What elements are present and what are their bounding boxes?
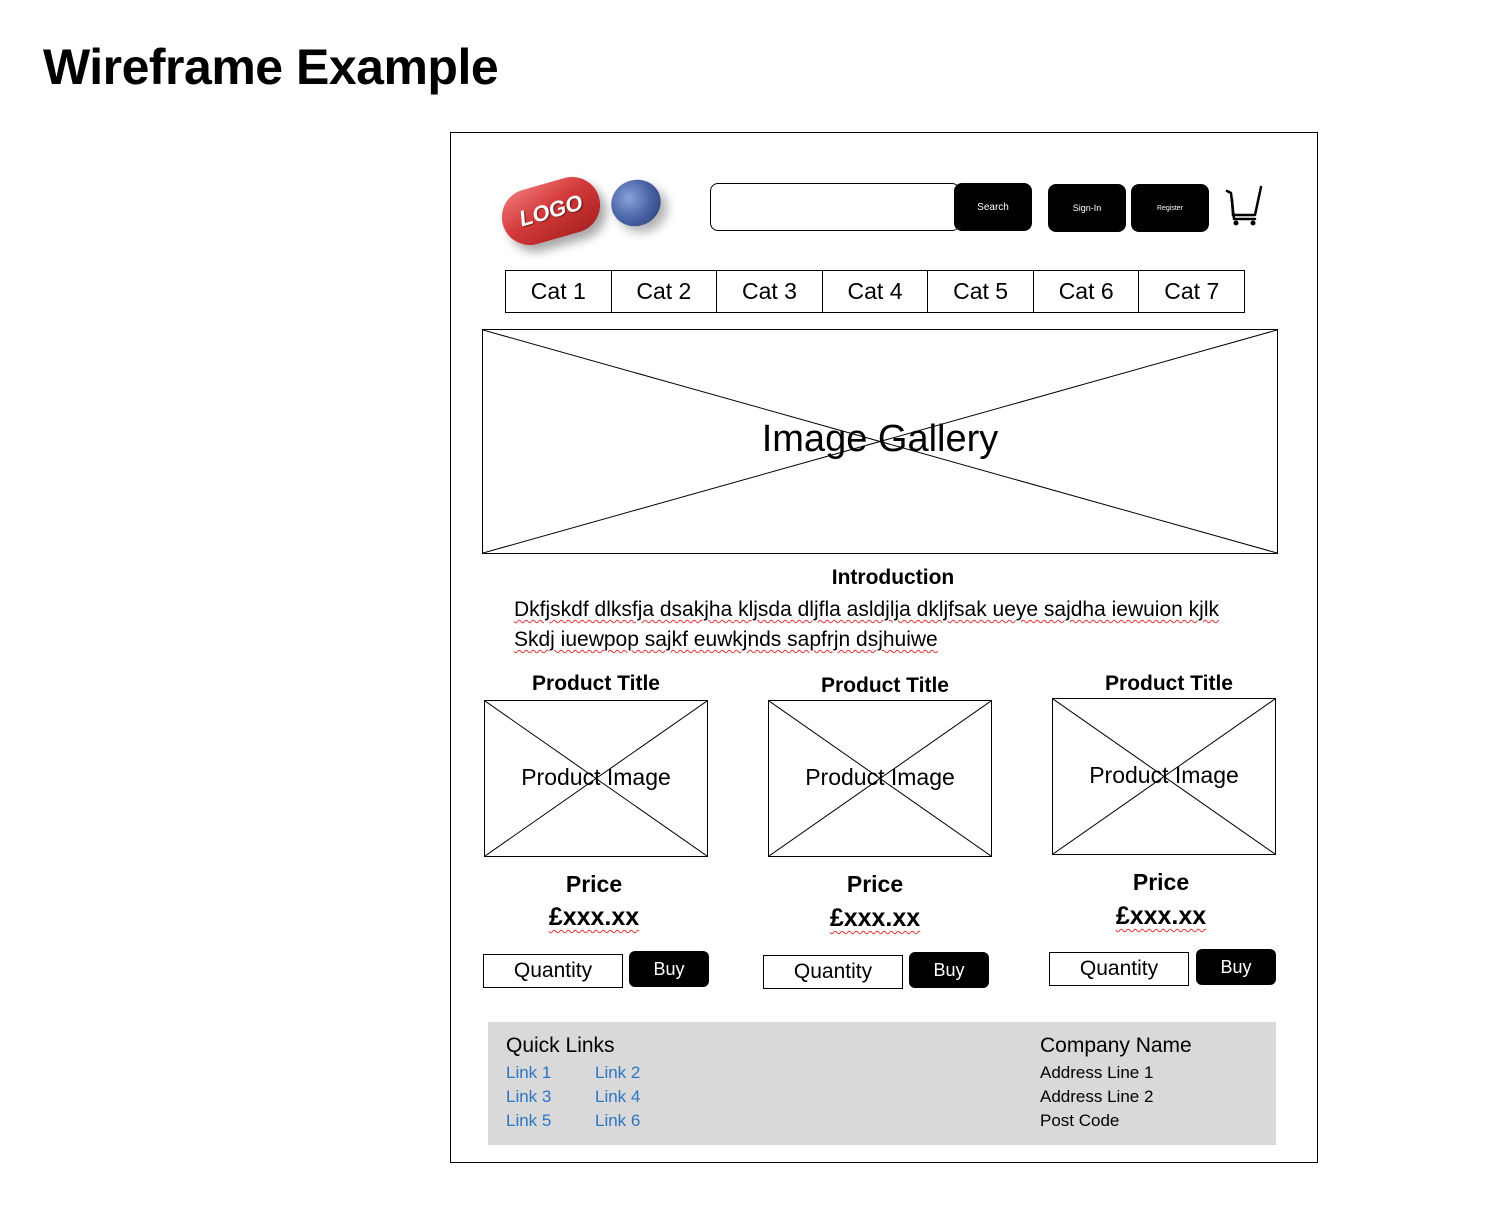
footer: Quick Links Link 1 Link 2 Link 3 Link 4 …: [488, 1022, 1276, 1145]
quantity-input[interactable]: Quantity: [483, 954, 623, 988]
nav-cat-1[interactable]: Cat 1: [506, 271, 612, 312]
product-image[interactable]: Product Image: [768, 700, 992, 857]
price-value: £xxx.xx: [1115, 902, 1207, 930]
nav-cat-3[interactable]: Cat 3: [717, 271, 823, 312]
nav-cat-5[interactable]: Cat 5: [928, 271, 1034, 312]
nav-cat-4[interactable]: Cat 4: [823, 271, 929, 312]
product-image[interactable]: Product Image: [484, 700, 708, 857]
product-image-label: Product Image: [805, 764, 955, 790]
cart-icon[interactable]: [1225, 185, 1265, 227]
company-name: Company Name: [1040, 1034, 1192, 1057]
address-line-1: Address Line 1: [1040, 1063, 1154, 1082]
footer-link-4[interactable]: Link 4: [595, 1087, 641, 1106]
sign-in-button[interactable]: Sign-In: [1048, 184, 1126, 232]
product-title: Product Title: [1105, 672, 1233, 695]
register-button[interactable]: Register: [1131, 184, 1209, 232]
post-code: Post Code: [1040, 1111, 1120, 1130]
category-nav: Cat 1 Cat 2 Cat 3 Cat 4 Cat 5 Cat 6 Cat …: [505, 270, 1245, 313]
product-image[interactable]: Product Image: [1052, 698, 1276, 855]
search-button[interactable]: Search: [954, 183, 1032, 231]
logo-sphere-icon: [604, 172, 668, 234]
footer-link-5[interactable]: Link 5: [506, 1111, 552, 1130]
price-label: Price: [846, 871, 904, 897]
product-image-label: Product Image: [1089, 762, 1239, 788]
intro-heading: Introduction: [831, 566, 955, 589]
product-placeholder-cross: [485, 701, 707, 856]
footer-link-6[interactable]: Link 6: [595, 1111, 641, 1130]
product-image-label: Product Image: [521, 764, 671, 790]
intro-line-2: Skdj iuewpop sajkf euwkjnds sapfrjn dsjh…: [514, 628, 938, 651]
gallery-label: Image Gallery: [761, 418, 999, 460]
logo-text: LOGO: [516, 189, 586, 232]
product-title: Product Title: [532, 672, 660, 695]
address-line-2: Address Line 2: [1040, 1087, 1154, 1106]
gallery-placeholder-cross: [483, 330, 1277, 553]
search-input[interactable]: [710, 183, 960, 231]
quick-links-title: Quick Links: [506, 1034, 615, 1057]
nav-cat-2[interactable]: Cat 2: [612, 271, 718, 312]
price-value: £xxx.xx: [548, 903, 640, 931]
buy-button[interactable]: Buy: [629, 951, 709, 987]
buy-button[interactable]: Buy: [1196, 949, 1276, 985]
nav-cat-7[interactable]: Cat 7: [1164, 278, 1220, 304]
price-label: Price: [565, 871, 623, 897]
intro-line-1: Dkfjskdf dlksfja dsakjha kljsda dljfla a…: [514, 598, 1219, 621]
price-value: £xxx.xx: [829, 904, 921, 932]
footer-link-1[interactable]: Link 1: [506, 1063, 552, 1082]
quantity-input[interactable]: Quantity: [763, 955, 903, 989]
image-gallery[interactable]: Image Gallery: [482, 329, 1278, 554]
footer-link-3[interactable]: Link 3: [506, 1087, 552, 1106]
quantity-input[interactable]: Quantity: [1049, 952, 1189, 986]
buy-button[interactable]: Buy: [909, 952, 989, 988]
nav-cat-6[interactable]: Cat 6: [1034, 271, 1140, 312]
slide-title: Wireframe Example: [43, 39, 499, 95]
product-title: Product Title: [821, 674, 949, 697]
product-placeholder-cross: [769, 701, 991, 856]
product-placeholder-cross: [1053, 699, 1275, 854]
intro-text: Dkfjskdf dlksfja dsakjha kljsda dljfla a…: [514, 595, 1294, 655]
price-label: Price: [1132, 869, 1190, 895]
footer-link-2[interactable]: Link 2: [595, 1063, 641, 1082]
wireframe-frame: LOGO Search Sign-In Register Cat 1 Cat 2…: [450, 132, 1318, 1163]
logo[interactable]: LOGO: [495, 170, 607, 252]
